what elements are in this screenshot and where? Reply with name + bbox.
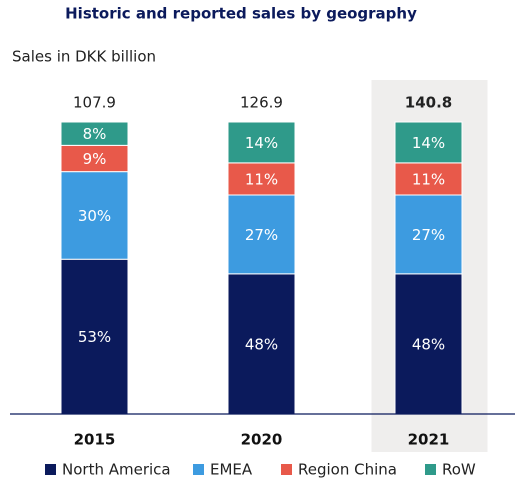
value-label: 8% xyxy=(83,125,107,143)
value-label: 48% xyxy=(412,335,445,353)
chart-title: Historic and reported sales by geography xyxy=(65,5,417,23)
x-tick-label: 2021 xyxy=(408,431,450,449)
bar-segment xyxy=(394,162,463,196)
bar-segment xyxy=(227,194,296,275)
legend-swatch xyxy=(425,464,436,475)
value-label: 14% xyxy=(245,134,278,152)
value-label: 11% xyxy=(245,170,278,188)
total-label: 107.9 xyxy=(73,94,116,112)
legend-label: North America xyxy=(62,461,171,479)
bar-segment xyxy=(60,144,129,173)
legend-swatch xyxy=(281,464,292,475)
legend-swatch xyxy=(193,464,204,475)
total-label: 126.9 xyxy=(240,94,283,112)
value-label: 9% xyxy=(83,150,107,168)
value-label: 11% xyxy=(412,170,445,188)
value-label: 48% xyxy=(245,335,278,353)
total-label: 140.8 xyxy=(405,94,452,112)
value-label: 27% xyxy=(245,226,278,244)
legend-label: EMEA xyxy=(210,461,253,479)
bar-segment xyxy=(60,121,129,146)
bar-segment xyxy=(227,162,296,196)
legend-label: Region China xyxy=(298,461,397,479)
chart-subtitle: Sales in DKK billion xyxy=(12,48,156,66)
bar-segment xyxy=(394,121,463,164)
bar-segment xyxy=(60,258,129,415)
value-label: 53% xyxy=(78,328,111,346)
legend-swatch xyxy=(45,464,56,475)
x-tick-label: 2015 xyxy=(74,431,116,449)
value-label: 27% xyxy=(412,226,445,244)
bar-segment xyxy=(227,121,296,164)
bar-segment xyxy=(394,273,463,415)
legend-label: RoW xyxy=(442,461,476,479)
value-label: 14% xyxy=(412,134,445,152)
value-label: 30% xyxy=(78,207,111,225)
bar-segment xyxy=(394,194,463,275)
x-tick-label: 2020 xyxy=(241,431,283,449)
